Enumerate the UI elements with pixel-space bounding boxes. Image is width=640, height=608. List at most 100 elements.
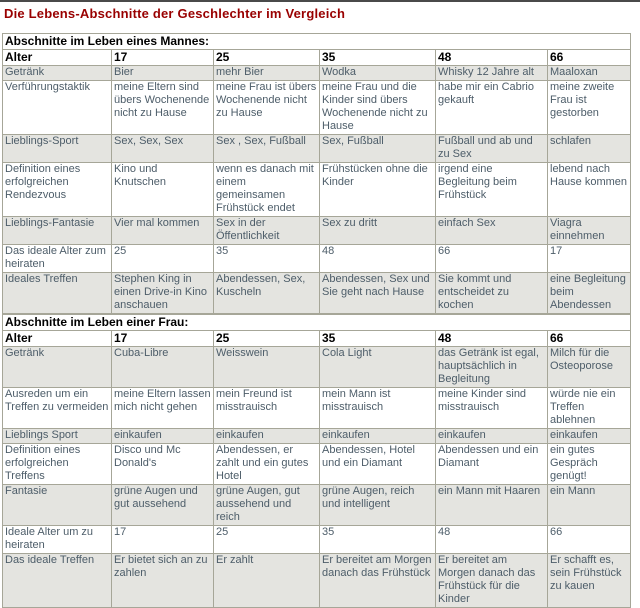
row-label-cell: Getränk	[2, 346, 112, 388]
row-label-cell: Ideale Alter um zu heiraten	[2, 525, 112, 554]
value-cell: 35	[213, 244, 320, 273]
value-cell: einkaufen	[546, 428, 632, 444]
value-cell: 25	[111, 244, 214, 273]
table-row: Ideales Treffen Stephen King in einen Dri…	[2, 272, 632, 314]
value-cell: Milch für die Osteoporose	[546, 346, 632, 388]
section-title: Abschnitte im Leben einer Frau:	[1, 314, 632, 331]
value-cell: Bier	[111, 65, 214, 81]
section-header-row: Abschnitte im Leben eines Mannes:	[1, 33, 632, 50]
value-cell: Vier mal kommen	[111, 216, 214, 245]
value-cell: Abendessen, Hotel und ein Diamant	[319, 443, 436, 485]
value-cell: einkaufen	[435, 428, 548, 444]
value-cell: Kino und Knutschen	[111, 162, 214, 217]
row-label-cell: Ideales Treffen	[2, 272, 112, 314]
value-cell: Sie kommt und entscheidet zu kochen	[435, 272, 548, 314]
value-cell: Weisswein	[213, 346, 320, 388]
age-value-cell: 17	[111, 330, 214, 347]
value-cell: 17	[546, 244, 632, 273]
value-cell: Sex zu dritt	[319, 216, 436, 245]
table-row: Das ideale Alter zum heiraten 25 35 48 66 17	[2, 244, 632, 273]
table-row: Getränk Cuba-Libre Weisswein Cola Light das …	[2, 346, 632, 388]
age-value-cell: 66	[546, 49, 632, 66]
row-label-cell: Definition eines erfolgreichen Treffens	[2, 443, 112, 485]
value-cell: Disco und Mc Donald's	[111, 443, 214, 485]
value-cell: Sex , Sex, Fußball	[213, 134, 320, 163]
value-cell: Fußball und ab und zu Sex	[435, 134, 548, 163]
value-cell: ein Mann mit Haaren	[435, 484, 548, 526]
table-row: Lieblings-Fantasie Vier mal kommen Sex in …	[2, 216, 632, 245]
value-cell: 66	[435, 244, 548, 273]
row-label-cell: Verführungstaktik	[2, 80, 112, 135]
value-cell: Frühstücken ohne die Kinder	[319, 162, 436, 217]
value-cell: das Getränk ist egal, hauptsächlich in B…	[435, 346, 548, 388]
age-value-cell: 25	[213, 49, 320, 66]
table-row: Definition eines erfolgreichen Treffens D…	[2, 443, 632, 485]
value-cell: 17	[111, 525, 214, 554]
value-cell: mehr Bier	[213, 65, 320, 81]
value-cell: Er bereitet am Morgen danach das Frühstü…	[435, 553, 548, 608]
man-table-body: Abschnitte im Leben eines Mannes: Alter 17…	[1, 33, 632, 314]
age-value-cell: 66	[546, 330, 632, 347]
value-cell: Er schafft es, sein Frühstück zu kauen	[546, 553, 632, 608]
value-cell: Stephen King in einen Drive-in Kino ansc…	[111, 272, 214, 314]
value-cell: Cuba-Libre	[111, 346, 214, 388]
value-cell: eine Begleitung beim Abendessen	[546, 272, 632, 314]
row-label-cell: Lieblings-Sport	[2, 134, 112, 163]
age-label-cell: Alter	[2, 49, 112, 66]
section-title: Abschnitte im Leben eines Mannes:	[1, 33, 632, 50]
page-title: Die Lebens-Abschnitte der Geschlechter i…	[4, 6, 346, 21]
value-cell: 48	[319, 244, 436, 273]
age-value-cell: 48	[435, 330, 548, 347]
value-cell: grüne Augen und gut aussehend	[111, 484, 214, 526]
value-cell: meine zweite Frau ist gestorben	[546, 80, 632, 135]
value-cell: wenn es danach mit einem gemeinsamen Frü…	[213, 162, 320, 217]
table-row: Lieblings Sport einkaufen einkaufen einkauf…	[2, 428, 632, 444]
age-header-row: Alter 17 25 35 48 66	[2, 49, 632, 66]
value-cell: mein Mann ist misstrauisch	[319, 387, 436, 429]
value-cell: Sex, Fußball	[319, 134, 436, 163]
section-header-row: Abschnitte im Leben einer Frau:	[1, 314, 632, 331]
row-label-cell: Getränk	[2, 65, 112, 81]
age-label-cell: Alter	[2, 330, 112, 347]
table-row: Fantasie grüne Augen und gut aussehend grü…	[2, 484, 632, 526]
value-cell: lebend nach Hause kommen	[546, 162, 632, 217]
value-cell: einkaufen	[319, 428, 436, 444]
value-cell: grüne Augen, gut aussehend und reich	[213, 484, 320, 526]
age-value-cell: 48	[435, 49, 548, 66]
value-cell: Abendessen, Sex und Sie geht nach Hause	[319, 272, 436, 314]
woman-table-body: Abschnitte im Leben einer Frau: Alter 17 25…	[1, 314, 632, 608]
row-label-cell: Das ideale Treffen	[2, 553, 112, 608]
row-label-cell: Ausreden um ein Treffen zu vermeiden	[2, 387, 112, 429]
value-cell: meine Frau ist übers Wochenende nicht zu…	[213, 80, 320, 135]
value-cell: mein Freund ist misstrauisch	[213, 387, 320, 429]
row-label-cell: Das ideale Alter zum heiraten	[2, 244, 112, 273]
value-cell: einkaufen	[213, 428, 320, 444]
table-row: Getränk Bier mehr Bier Wodka Whisky 12 Jahre…	[2, 65, 632, 81]
value-cell: Abendessen, er zahlt und ein gutes Hotel	[213, 443, 320, 485]
table-row: Lieblings-Sport Sex, Sex, Sex Sex , Sex, F…	[2, 134, 632, 163]
age-value-cell: 25	[213, 330, 320, 347]
value-cell: Cola Light	[319, 346, 436, 388]
value-cell: Abendessen, Sex, Kuscheln	[213, 272, 320, 314]
value-cell: 48	[435, 525, 548, 554]
value-cell: 25	[213, 525, 320, 554]
age-value-cell: 35	[319, 330, 436, 347]
value-cell: grüne Augen, reich und intelligent	[319, 484, 436, 526]
value-cell: Er zahlt	[213, 553, 320, 608]
value-cell: Whisky 12 Jahre alt	[435, 65, 548, 81]
comparison-tables: Abschnitte im Leben eines Mannes: Alter 17…	[1, 33, 632, 608]
value-cell: Er bereitet am Morgen danach das Frühstü…	[319, 553, 436, 608]
value-cell: irgend eine Begleitung beim Frühstück	[435, 162, 548, 217]
value-cell: ein Mann	[546, 484, 632, 526]
age-value-cell: 35	[319, 49, 436, 66]
table-row: Verführungstaktik meine Eltern sind übers…	[2, 80, 632, 135]
value-cell: 35	[319, 525, 436, 554]
value-cell: meine Frau und die Kinder sind übers Woc…	[319, 80, 436, 135]
value-cell: habe mir ein Cabrio gekauft	[435, 80, 548, 135]
woman-life-stages-table: Abschnitte im Leben einer Frau: Alter 17 25…	[1, 314, 632, 608]
table-row: Definition eines erfolgreichen Rendezvou…	[2, 162, 632, 217]
row-label-cell: Fantasie	[2, 484, 112, 526]
value-cell: einfach Sex	[435, 216, 548, 245]
row-label-cell: Definition eines erfolgreichen Rendezvou…	[2, 162, 112, 217]
value-cell: Abendessen und ein Diamant	[435, 443, 548, 485]
